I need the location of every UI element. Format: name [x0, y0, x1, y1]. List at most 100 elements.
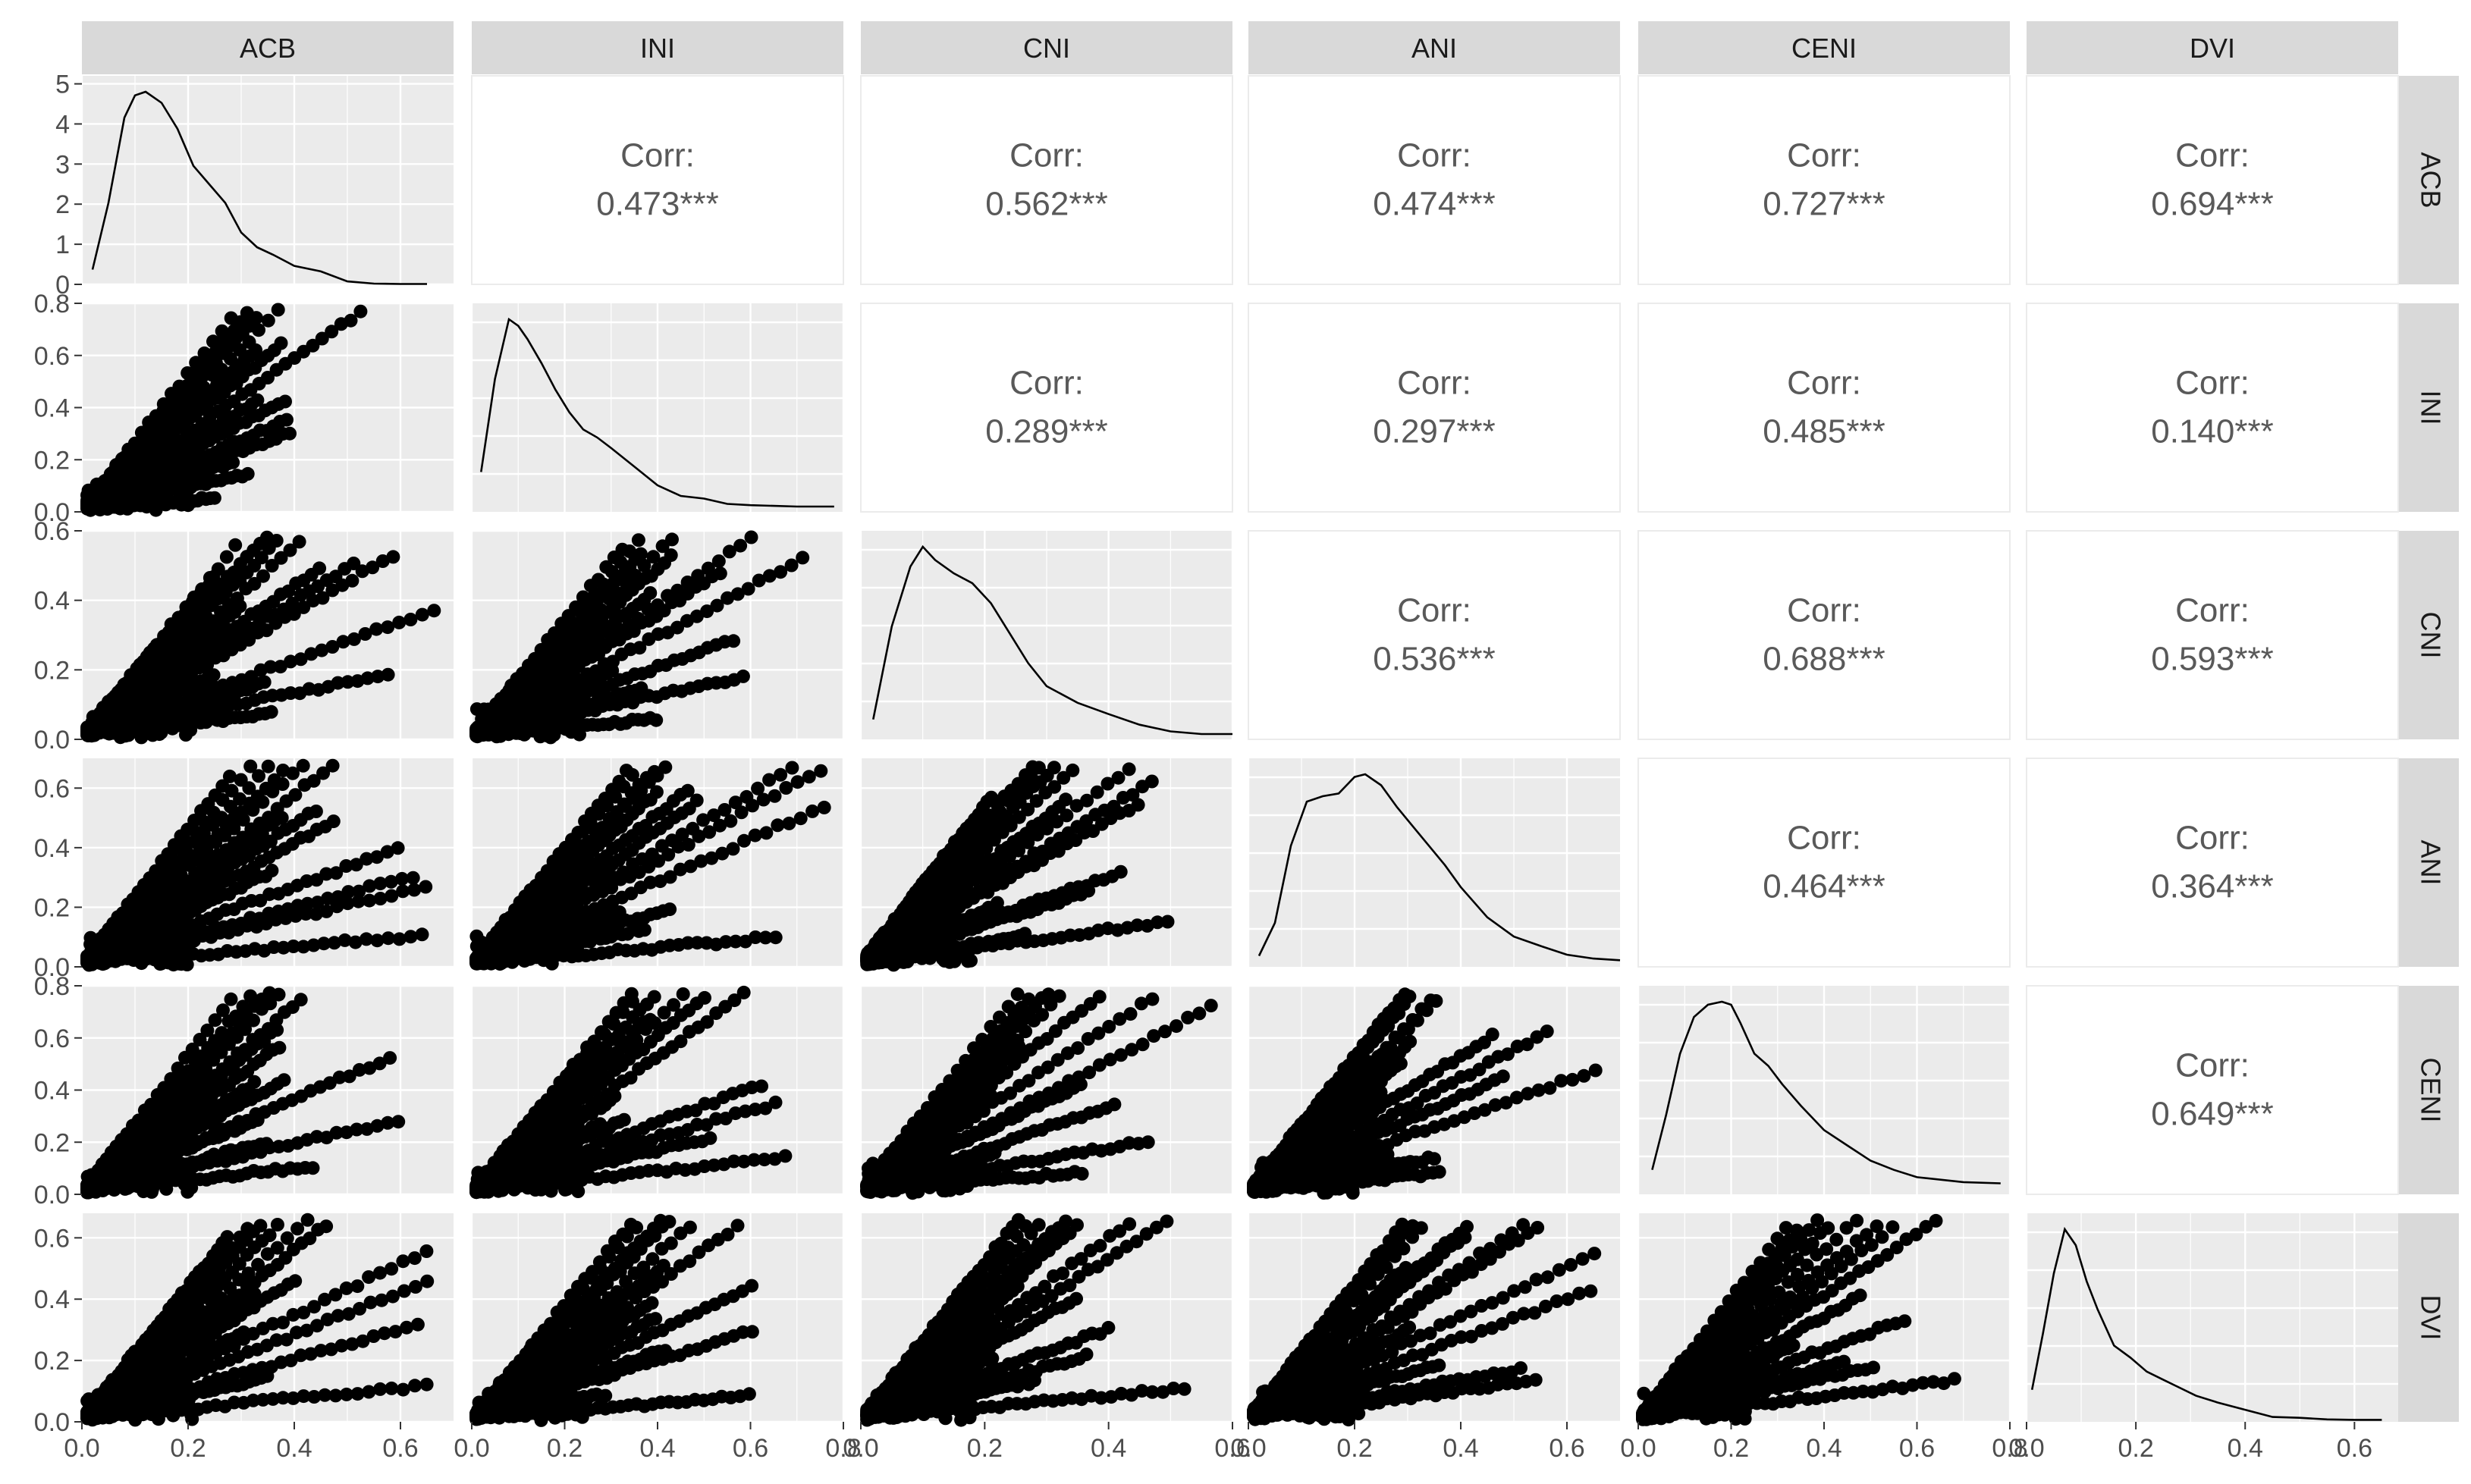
data-point: [264, 704, 278, 719]
correlation-value: 0.485***: [1763, 413, 1885, 450]
panel-ini-ini: [470, 303, 845, 512]
data-point: [257, 675, 272, 689]
data-point: [134, 721, 149, 735]
data-point: [240, 466, 255, 481]
data-point: [228, 538, 243, 552]
panel-acb-cni: Corr:0.562***: [860, 75, 1233, 285]
column-strip-dvi: DVI: [2027, 21, 2398, 74]
data-point: [736, 985, 751, 999]
data-point: [118, 474, 133, 488]
panel-grid: [470, 303, 845, 512]
data-point: [309, 805, 323, 818]
data-point: [904, 930, 918, 944]
data-point: [161, 955, 175, 970]
data-point: [619, 764, 633, 778]
strip-background: [1248, 21, 1620, 74]
strip-background: [2398, 76, 2459, 284]
data-point: [177, 717, 192, 732]
strip-background: [2398, 986, 2459, 1194]
data-point: [312, 561, 327, 576]
data-point: [278, 394, 292, 409]
data-point: [403, 930, 418, 944]
data-point: [224, 311, 238, 325]
data-point: [711, 554, 726, 569]
data-point: [784, 558, 799, 573]
data-point: [222, 769, 237, 783]
correlation-panel-background: [860, 75, 1233, 285]
data-point: [185, 701, 199, 715]
data-point: [369, 622, 384, 636]
column-strip-label: ANI: [1411, 33, 1457, 64]
data-point: [415, 607, 429, 622]
row-strip-label: ANI: [2415, 839, 2446, 885]
correlation-panel-background: [2026, 75, 2399, 285]
row-strip-label: DVI: [2415, 1294, 2446, 1340]
data-point: [283, 426, 297, 441]
data-point: [83, 930, 98, 945]
data-point: [817, 800, 831, 814]
column-strip-label: DVI: [2190, 33, 2235, 64]
row-strip-ceni: CENI: [2398, 986, 2459, 1194]
data-point: [260, 530, 274, 544]
data-point: [172, 379, 187, 394]
data-point: [887, 929, 901, 943]
data-point: [296, 758, 310, 773]
data-point: [1160, 915, 1175, 929]
column-strip-ini: INI: [472, 21, 843, 74]
data-point: [206, 668, 221, 682]
correlation-panel-background: [1248, 303, 1621, 513]
data-point: [1066, 763, 1080, 777]
data-point: [262, 986, 277, 1000]
data-point: [96, 957, 110, 971]
data-point: [316, 591, 330, 605]
panel-ini-acb: [80, 302, 454, 517]
data-point: [383, 1051, 397, 1065]
row-strip-ini: INI: [2398, 303, 2459, 512]
data-point: [984, 790, 999, 805]
column-strip-label: CNI: [1023, 33, 1070, 64]
data-point: [161, 477, 175, 491]
correlation-panel-background: [1248, 75, 1621, 285]
data-point: [755, 1079, 768, 1093]
correlation-panel-background: [2026, 530, 2399, 740]
data-point: [375, 554, 390, 568]
data-point: [325, 325, 339, 339]
data-point: [84, 726, 99, 740]
data-point: [166, 702, 181, 717]
data-point: [181, 366, 195, 380]
row-strip-label: INI: [2415, 390, 2446, 425]
data-point: [576, 590, 590, 604]
data-point: [751, 781, 765, 795]
data-point: [419, 880, 433, 894]
panel-ini-ceni: Corr:0.485***: [1637, 303, 2011, 513]
strip-background: [82, 21, 454, 74]
data-point: [306, 338, 320, 353]
panel-acb-ani: Corr:0.474***: [1248, 75, 1621, 285]
data-point: [884, 941, 899, 955]
data-point: [261, 371, 275, 384]
data-point: [1122, 762, 1136, 777]
data-point: [386, 550, 400, 564]
correlation-panel-background: [1637, 75, 2011, 285]
data-point: [328, 569, 343, 584]
panel-ani-ani: [1247, 758, 1621, 967]
data-point: [633, 547, 648, 561]
panel-acb-ceni: Corr:0.727***: [1637, 75, 2011, 285]
data-point: [565, 930, 579, 944]
data-point: [785, 761, 799, 775]
strip-background: [2398, 758, 2459, 967]
correlation-panel-background: [1637, 530, 2011, 740]
data-point: [80, 488, 94, 502]
data-point: [178, 1163, 193, 1178]
correlation-label: Corr:: [1009, 137, 1084, 174]
data-point: [306, 1161, 320, 1175]
data-point: [120, 501, 134, 516]
column-strip-ceni: CENI: [1638, 21, 2010, 74]
data-point: [793, 811, 808, 826]
strip-background: [472, 21, 843, 74]
data-point: [256, 569, 270, 583]
data-point: [149, 409, 163, 423]
data-point: [643, 1012, 658, 1027]
data-point: [517, 727, 532, 742]
data-point: [921, 940, 935, 955]
